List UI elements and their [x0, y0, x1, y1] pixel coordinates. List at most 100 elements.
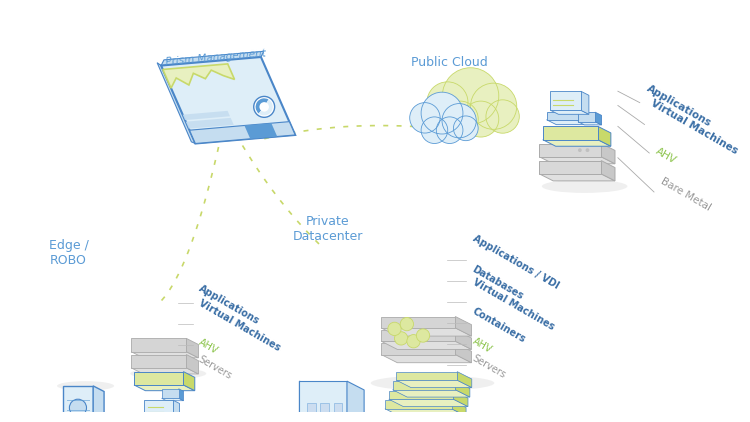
Polygon shape [299, 381, 316, 422]
Circle shape [421, 117, 448, 143]
Polygon shape [602, 143, 615, 164]
Text: Public Cloud: Public Cloud [411, 56, 488, 69]
Text: Edge /
ROBO: Edge / ROBO [50, 238, 89, 267]
Polygon shape [584, 112, 594, 124]
Polygon shape [454, 391, 468, 406]
Polygon shape [63, 386, 93, 422]
Text: AHV: AHV [654, 146, 678, 166]
Text: Applications / VDI: Applications / VDI [470, 233, 560, 291]
Polygon shape [550, 91, 580, 110]
Polygon shape [388, 391, 454, 399]
Circle shape [70, 399, 86, 417]
Wedge shape [256, 98, 268, 114]
Circle shape [486, 100, 519, 133]
Polygon shape [244, 123, 278, 139]
Polygon shape [134, 372, 184, 385]
Polygon shape [381, 341, 472, 349]
Polygon shape [580, 91, 589, 114]
Circle shape [394, 332, 408, 345]
Circle shape [586, 148, 590, 152]
Polygon shape [381, 316, 455, 328]
Text: Virtual Machines: Virtual Machines [196, 299, 282, 354]
Polygon shape [190, 122, 296, 143]
Bar [307, 420, 316, 422]
Circle shape [416, 329, 430, 342]
Circle shape [406, 335, 420, 348]
Ellipse shape [130, 368, 206, 379]
Polygon shape [381, 330, 455, 341]
Polygon shape [385, 409, 466, 416]
Circle shape [470, 83, 517, 130]
Polygon shape [93, 386, 104, 422]
Circle shape [436, 117, 463, 143]
Polygon shape [178, 389, 184, 401]
Polygon shape [397, 372, 458, 380]
Polygon shape [543, 127, 598, 140]
Bar [320, 403, 329, 414]
Polygon shape [145, 417, 179, 421]
Text: AHV: AHV [196, 338, 220, 357]
Polygon shape [598, 127, 610, 146]
Circle shape [442, 68, 499, 124]
Polygon shape [455, 343, 472, 363]
Polygon shape [131, 368, 199, 374]
Circle shape [427, 82, 468, 123]
Bar [307, 403, 316, 414]
Polygon shape [392, 381, 455, 390]
Circle shape [260, 102, 269, 112]
Circle shape [388, 322, 401, 335]
Polygon shape [392, 390, 470, 397]
Text: Bare Metal: Bare Metal [658, 176, 712, 213]
Circle shape [442, 101, 478, 137]
Text: Servers: Servers [196, 354, 234, 381]
Text: Prism Management: Prism Management [165, 48, 266, 67]
Text: Containers: Containers [470, 306, 527, 344]
Text: Virtual Machines: Virtual Machines [650, 98, 740, 157]
Polygon shape [183, 111, 230, 120]
Polygon shape [455, 381, 470, 397]
Polygon shape [131, 352, 199, 358]
Polygon shape [602, 161, 615, 181]
Polygon shape [186, 338, 199, 358]
Bar [334, 420, 342, 422]
Polygon shape [381, 354, 472, 363]
Bar [320, 420, 329, 422]
Polygon shape [299, 381, 347, 422]
Bar [334, 403, 342, 414]
Polygon shape [452, 400, 466, 416]
Text: Databases: Databases [470, 265, 525, 302]
Polygon shape [163, 64, 235, 88]
Ellipse shape [57, 381, 114, 391]
Polygon shape [578, 122, 602, 125]
Polygon shape [173, 400, 179, 421]
Ellipse shape [370, 376, 494, 391]
Polygon shape [158, 63, 195, 143]
Polygon shape [161, 51, 264, 65]
Polygon shape [547, 120, 594, 124]
Polygon shape [381, 328, 472, 336]
Circle shape [454, 116, 478, 141]
Polygon shape [184, 372, 195, 391]
Polygon shape [458, 372, 472, 387]
Polygon shape [397, 380, 472, 387]
Text: Servers: Servers [470, 353, 508, 381]
Circle shape [442, 103, 476, 138]
Polygon shape [539, 174, 615, 181]
Polygon shape [131, 354, 186, 368]
Polygon shape [543, 140, 610, 146]
Text: Applications: Applications [196, 284, 261, 327]
Ellipse shape [542, 180, 628, 193]
Polygon shape [347, 381, 364, 422]
Circle shape [421, 92, 463, 134]
Text: Applications: Applications [644, 83, 712, 128]
Circle shape [400, 317, 413, 331]
Circle shape [254, 96, 274, 117]
Polygon shape [161, 389, 178, 398]
Circle shape [410, 103, 440, 133]
Polygon shape [550, 110, 589, 114]
Circle shape [463, 101, 499, 137]
Polygon shape [186, 118, 234, 129]
Wedge shape [259, 100, 273, 116]
Polygon shape [186, 354, 199, 374]
Polygon shape [134, 385, 195, 391]
